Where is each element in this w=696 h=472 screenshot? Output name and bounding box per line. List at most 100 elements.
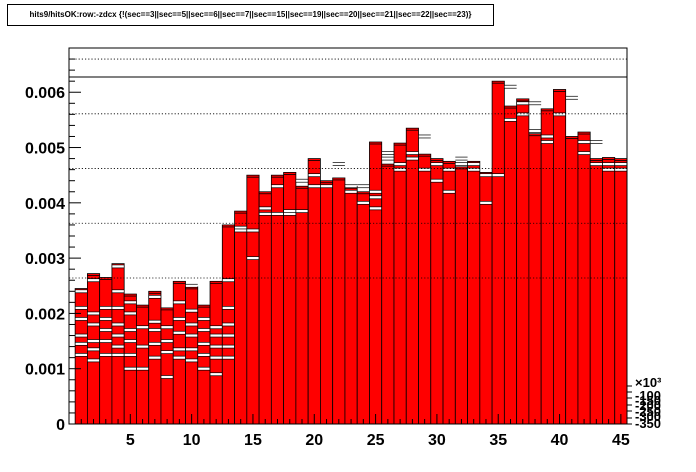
stack-gap xyxy=(149,342,161,346)
stack-gap xyxy=(136,367,149,371)
stack-gap xyxy=(222,306,235,310)
bar-layer xyxy=(74,80,628,425)
stack-gap xyxy=(112,289,124,293)
right-axis-label: -250 xyxy=(635,404,661,419)
bar xyxy=(209,280,223,425)
bar xyxy=(185,286,199,425)
bar xyxy=(332,177,346,425)
stack-gap xyxy=(87,311,100,315)
stack-gap xyxy=(615,168,627,172)
bar xyxy=(369,141,383,425)
stack-gap xyxy=(149,295,161,299)
stack-gap xyxy=(75,334,87,338)
bar xyxy=(320,180,334,425)
y-tick-label: 0.001 xyxy=(25,362,65,379)
stack-gap xyxy=(124,339,137,343)
stack-gap xyxy=(222,278,235,282)
stack-gap xyxy=(369,190,382,194)
bar xyxy=(136,304,150,425)
bar xyxy=(503,105,518,425)
stack-gap xyxy=(529,101,541,105)
bar xyxy=(393,142,407,425)
stack-gap xyxy=(247,228,259,232)
bar xyxy=(197,304,211,425)
stack-gap xyxy=(185,347,198,351)
stack-gap xyxy=(124,328,137,332)
bar xyxy=(528,133,542,425)
bar xyxy=(540,108,554,425)
stack-gap xyxy=(198,317,210,321)
stack-gap xyxy=(234,226,247,230)
stack-gap xyxy=(467,162,480,166)
stack-gap xyxy=(185,309,198,313)
bar xyxy=(479,172,493,425)
bar xyxy=(344,185,358,425)
stack-gap xyxy=(75,342,87,346)
bar xyxy=(356,191,370,425)
stack-gap xyxy=(149,328,161,332)
x-tick-label: 45 xyxy=(612,432,630,449)
stack-gap xyxy=(431,162,443,166)
stack-gap xyxy=(149,320,161,324)
stack-gap xyxy=(75,306,87,310)
right-axis-label: -200 xyxy=(635,398,661,413)
stack-gap xyxy=(222,322,235,326)
stack-gap xyxy=(75,317,87,321)
y-tick-label: 0 xyxy=(56,417,65,434)
bar xyxy=(381,163,395,425)
right-axis-labels: ×10³-100-150-200-250-300-350 xyxy=(626,375,662,431)
stack-gap xyxy=(161,350,173,354)
y-tick-label: 0.004 xyxy=(25,196,65,213)
stack-gap xyxy=(222,345,235,349)
stack-gap xyxy=(590,140,603,144)
x-tick-label: 15 xyxy=(244,432,262,449)
bar xyxy=(307,158,321,425)
stack-gap xyxy=(578,151,590,155)
stack-gap xyxy=(124,311,137,315)
stack-gap xyxy=(173,356,186,360)
stack-gap xyxy=(259,206,271,210)
stack-gap xyxy=(602,162,615,166)
stack-gap xyxy=(271,212,284,216)
x-tick-label: 5 xyxy=(126,432,135,449)
stack-gap xyxy=(296,209,308,213)
stack-gap xyxy=(112,322,124,326)
stack-gap xyxy=(333,162,345,166)
bar xyxy=(565,136,579,425)
stack-gap xyxy=(173,317,186,321)
stack-gap xyxy=(185,358,198,362)
bar xyxy=(295,185,309,425)
right-axis-label: -150 xyxy=(635,393,661,408)
stack-gap xyxy=(124,353,137,357)
x-tick-label: 35 xyxy=(489,432,507,449)
stack-gap xyxy=(357,201,370,205)
axes: 5 10 15 20 25 30 35 40 45 0 0.001 0.002 0.003 0.004 0.… xyxy=(25,47,630,449)
stack-gap xyxy=(480,201,492,205)
bar xyxy=(516,98,530,425)
stack-gap xyxy=(173,300,186,304)
stack-gap xyxy=(345,184,357,188)
stack-gap xyxy=(198,328,210,332)
x-tick-label: 30 xyxy=(428,432,446,449)
stack-gap xyxy=(320,184,333,188)
stack-gap xyxy=(406,157,419,161)
right-axis-label: ×10³ xyxy=(635,375,662,390)
stack-gap xyxy=(418,134,431,138)
stack-gap xyxy=(87,358,100,362)
y-tick-label: 0.006 xyxy=(25,85,65,102)
bar xyxy=(111,263,125,425)
stack-gap xyxy=(210,372,222,376)
stack-gap xyxy=(161,325,173,329)
stack-gap xyxy=(443,190,455,194)
stack-gap xyxy=(504,85,517,89)
bar xyxy=(160,307,174,425)
stack-gap xyxy=(406,151,419,155)
stack-gap xyxy=(259,212,271,216)
x-tick-label: 25 xyxy=(367,432,385,449)
stack-gap xyxy=(112,334,124,338)
stack-gap xyxy=(504,118,517,122)
stack-gap xyxy=(553,112,566,116)
stack-gap xyxy=(382,151,394,155)
stack-gap xyxy=(75,353,87,357)
stack-gap xyxy=(222,356,235,360)
